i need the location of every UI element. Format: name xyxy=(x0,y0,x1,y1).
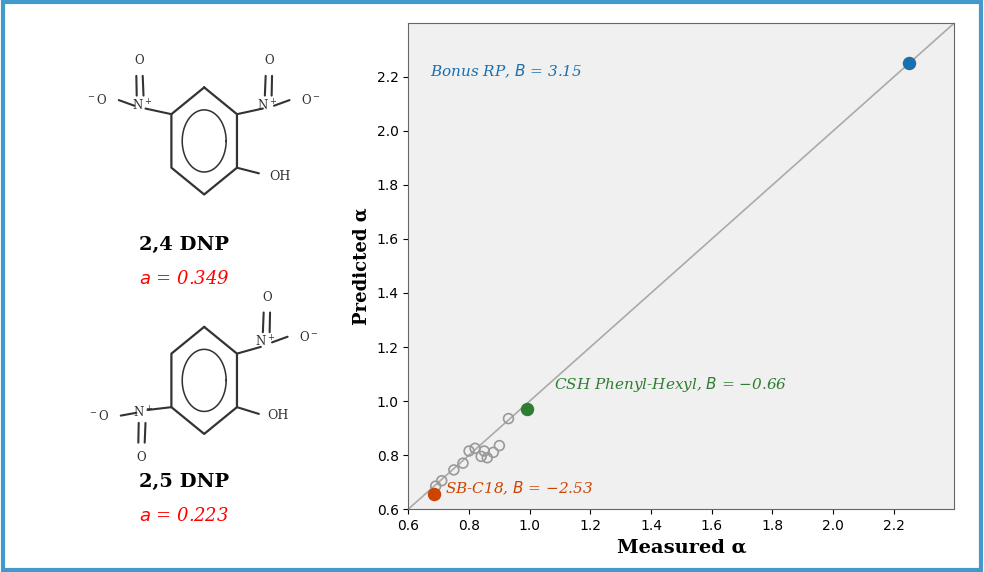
Text: 2,5 DNP: 2,5 DNP xyxy=(139,473,229,491)
Point xyxy=(485,448,501,457)
Point xyxy=(492,441,508,450)
Text: N$^+$: N$^+$ xyxy=(132,98,152,113)
Text: O: O xyxy=(262,291,272,304)
Text: $^-$O: $^-$O xyxy=(86,93,107,107)
Point xyxy=(455,459,471,468)
Text: N$^+$: N$^+$ xyxy=(134,405,154,420)
Point xyxy=(426,490,442,499)
Text: O: O xyxy=(264,54,274,67)
Text: $a$ = 0.349: $a$ = 0.349 xyxy=(139,270,229,288)
Text: OH: OH xyxy=(269,170,290,182)
Text: OH: OH xyxy=(267,409,288,422)
Point xyxy=(461,446,477,455)
Text: N$^+$: N$^+$ xyxy=(257,98,277,113)
Text: N$^+$: N$^+$ xyxy=(255,335,275,350)
Point xyxy=(501,414,517,423)
Point xyxy=(428,482,444,491)
Text: O$^-$: O$^-$ xyxy=(299,329,318,344)
Point xyxy=(473,452,489,461)
Point xyxy=(467,444,483,453)
Text: O: O xyxy=(135,54,145,67)
Y-axis label: Predicted α: Predicted α xyxy=(353,207,371,325)
Text: O$^-$: O$^-$ xyxy=(301,93,320,107)
Point xyxy=(901,59,917,68)
Point xyxy=(479,453,495,462)
Text: Bonus RP, $B$ = 3.15: Bonus RP, $B$ = 3.15 xyxy=(430,63,582,80)
Text: $^-$O: $^-$O xyxy=(88,408,109,423)
Point xyxy=(476,446,492,455)
Point xyxy=(446,466,461,475)
X-axis label: Measured α: Measured α xyxy=(617,538,746,557)
Text: $a$ = 0.223: $a$ = 0.223 xyxy=(140,507,229,525)
Point xyxy=(519,404,534,414)
Point xyxy=(434,476,450,485)
Text: CSH Phenyl-Hexyl, $B$ = −0.66: CSH Phenyl-Hexyl, $B$ = −0.66 xyxy=(554,375,787,394)
Text: 2,4 DNP: 2,4 DNP xyxy=(140,236,229,254)
Text: O: O xyxy=(137,451,147,464)
Text: SB-C18, $B$ = −2.53: SB-C18, $B$ = −2.53 xyxy=(445,479,593,496)
